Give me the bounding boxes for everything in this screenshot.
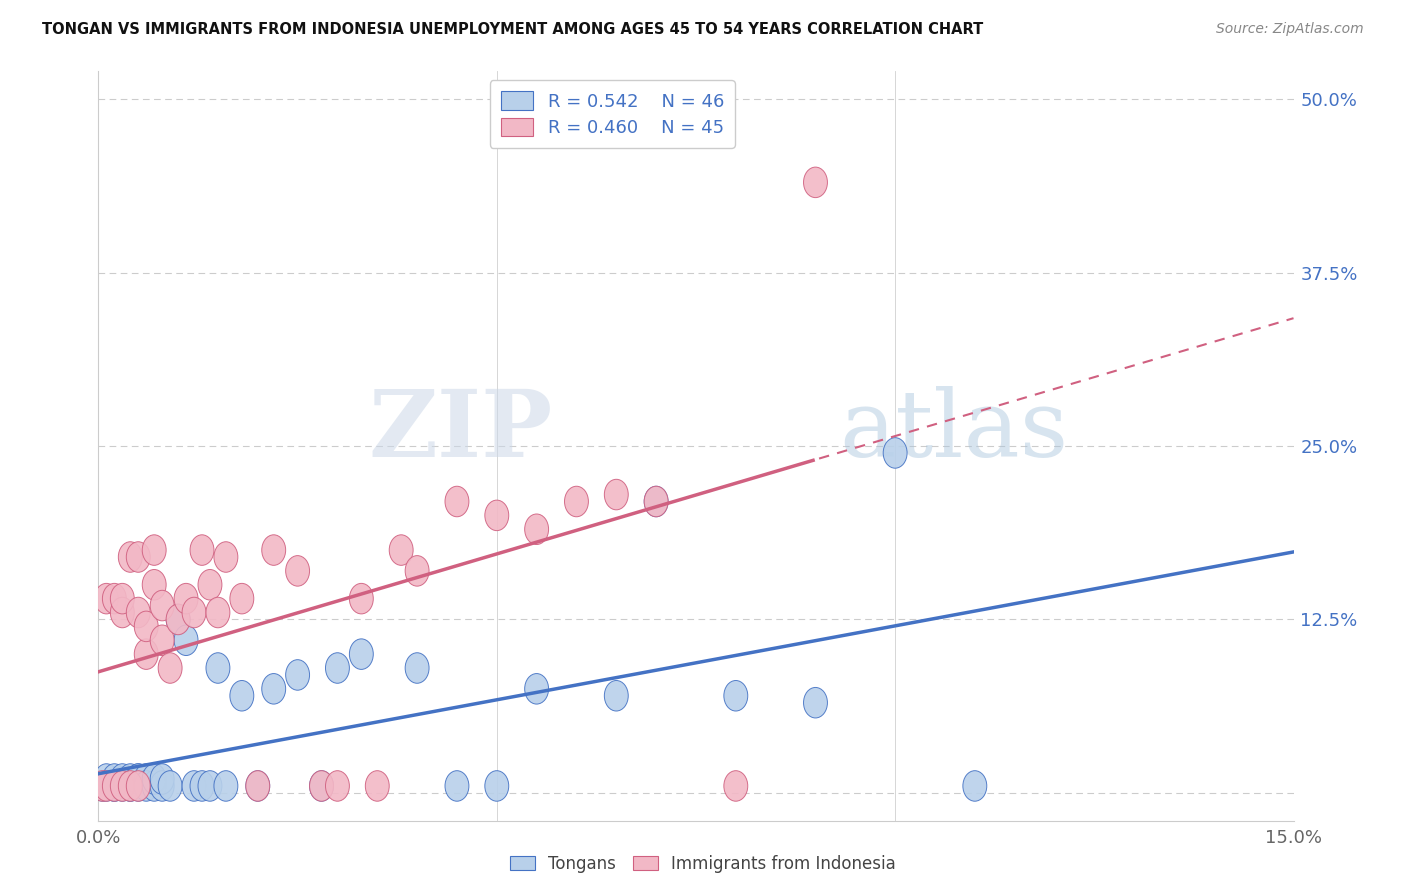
- Ellipse shape: [262, 673, 285, 704]
- Ellipse shape: [150, 625, 174, 656]
- Ellipse shape: [150, 771, 174, 801]
- Ellipse shape: [127, 764, 150, 794]
- Ellipse shape: [644, 486, 668, 516]
- Ellipse shape: [214, 541, 238, 573]
- Ellipse shape: [366, 771, 389, 801]
- Ellipse shape: [389, 535, 413, 566]
- Ellipse shape: [804, 688, 827, 718]
- Ellipse shape: [111, 583, 135, 614]
- Ellipse shape: [94, 771, 118, 801]
- Ellipse shape: [326, 771, 350, 801]
- Ellipse shape: [724, 771, 748, 801]
- Ellipse shape: [724, 681, 748, 711]
- Ellipse shape: [94, 764, 118, 794]
- Ellipse shape: [198, 771, 222, 801]
- Ellipse shape: [135, 771, 159, 801]
- Ellipse shape: [111, 598, 135, 628]
- Ellipse shape: [183, 771, 207, 801]
- Ellipse shape: [103, 764, 127, 794]
- Ellipse shape: [174, 583, 198, 614]
- Legend: R = 0.542    N = 46, R = 0.460    N = 45: R = 0.542 N = 46, R = 0.460 N = 45: [489, 80, 735, 148]
- Ellipse shape: [150, 591, 174, 621]
- Ellipse shape: [565, 486, 589, 516]
- Ellipse shape: [326, 653, 350, 683]
- Ellipse shape: [605, 479, 628, 510]
- Ellipse shape: [142, 764, 166, 794]
- Ellipse shape: [118, 764, 142, 794]
- Ellipse shape: [135, 611, 159, 641]
- Ellipse shape: [118, 771, 142, 801]
- Ellipse shape: [118, 771, 142, 801]
- Ellipse shape: [118, 541, 142, 573]
- Ellipse shape: [207, 653, 231, 683]
- Ellipse shape: [485, 771, 509, 801]
- Ellipse shape: [94, 583, 118, 614]
- Ellipse shape: [605, 681, 628, 711]
- Ellipse shape: [485, 500, 509, 531]
- Ellipse shape: [166, 604, 190, 635]
- Ellipse shape: [285, 556, 309, 586]
- Ellipse shape: [111, 766, 135, 797]
- Ellipse shape: [246, 771, 270, 801]
- Ellipse shape: [246, 771, 270, 801]
- Ellipse shape: [446, 771, 470, 801]
- Ellipse shape: [804, 167, 827, 198]
- Ellipse shape: [214, 771, 238, 801]
- Ellipse shape: [644, 486, 668, 516]
- Ellipse shape: [103, 771, 127, 801]
- Ellipse shape: [309, 771, 333, 801]
- Ellipse shape: [231, 681, 254, 711]
- Ellipse shape: [111, 764, 135, 794]
- Ellipse shape: [285, 660, 309, 690]
- Text: ZIP: ZIP: [368, 386, 553, 476]
- Ellipse shape: [90, 771, 114, 801]
- Ellipse shape: [207, 598, 231, 628]
- Ellipse shape: [94, 771, 118, 801]
- Text: TONGAN VS IMMIGRANTS FROM INDONESIA UNEMPLOYMENT AMONG AGES 45 TO 54 YEARS CORRE: TONGAN VS IMMIGRANTS FROM INDONESIA UNEM…: [42, 22, 983, 37]
- Ellipse shape: [135, 764, 159, 794]
- Ellipse shape: [159, 771, 183, 801]
- Ellipse shape: [142, 771, 166, 801]
- Ellipse shape: [127, 771, 150, 801]
- Ellipse shape: [174, 625, 198, 656]
- Ellipse shape: [190, 535, 214, 566]
- Ellipse shape: [350, 583, 374, 614]
- Ellipse shape: [150, 764, 174, 794]
- Ellipse shape: [190, 771, 214, 801]
- Ellipse shape: [405, 653, 429, 683]
- Ellipse shape: [111, 771, 135, 801]
- Ellipse shape: [159, 653, 183, 683]
- Ellipse shape: [118, 771, 142, 801]
- Ellipse shape: [90, 771, 114, 801]
- Text: Source: ZipAtlas.com: Source: ZipAtlas.com: [1216, 22, 1364, 37]
- Ellipse shape: [198, 569, 222, 600]
- Ellipse shape: [963, 771, 987, 801]
- Ellipse shape: [309, 771, 333, 801]
- Ellipse shape: [135, 639, 159, 669]
- Ellipse shape: [262, 535, 285, 566]
- Ellipse shape: [524, 673, 548, 704]
- Ellipse shape: [142, 569, 166, 600]
- Legend: Tongans, Immigrants from Indonesia: Tongans, Immigrants from Indonesia: [503, 848, 903, 880]
- Ellipse shape: [883, 438, 907, 468]
- Y-axis label: Unemployment Among Ages 45 to 54 years: Unemployment Among Ages 45 to 54 years: [0, 264, 8, 628]
- Ellipse shape: [183, 598, 207, 628]
- Ellipse shape: [142, 535, 166, 566]
- Ellipse shape: [524, 514, 548, 544]
- Ellipse shape: [127, 771, 150, 801]
- Ellipse shape: [127, 598, 150, 628]
- Ellipse shape: [103, 771, 127, 801]
- Ellipse shape: [127, 764, 150, 794]
- Ellipse shape: [350, 639, 374, 669]
- Ellipse shape: [111, 771, 135, 801]
- Ellipse shape: [103, 583, 127, 614]
- Ellipse shape: [446, 486, 470, 516]
- Ellipse shape: [405, 556, 429, 586]
- Ellipse shape: [166, 604, 190, 635]
- Ellipse shape: [127, 541, 150, 573]
- Text: atlas: atlas: [839, 386, 1069, 476]
- Ellipse shape: [231, 583, 254, 614]
- Ellipse shape: [103, 771, 127, 801]
